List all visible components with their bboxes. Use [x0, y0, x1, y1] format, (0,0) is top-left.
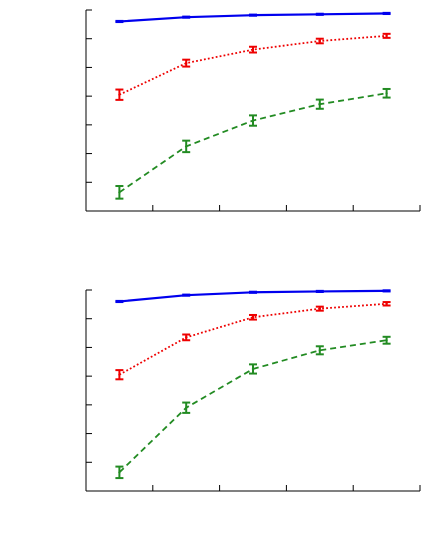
- data-point: [318, 13, 321, 16]
- series-1: [115, 289, 391, 304]
- data-point: [118, 191, 121, 194]
- data-point: [385, 339, 388, 342]
- series-line: [119, 34, 387, 96]
- series-1: [115, 11, 391, 24]
- data-point: [251, 119, 255, 122]
- chart-panel-2: [85, 289, 421, 492]
- data-point: [185, 145, 188, 148]
- data-point: [318, 39, 321, 43]
- data-point: [185, 336, 188, 339]
- data-point: [318, 290, 321, 293]
- data-point: [185, 406, 188, 409]
- data-point: [185, 293, 188, 297]
- chart-panel-1: [85, 9, 421, 212]
- data-point: [118, 93, 121, 96]
- data-point: [318, 307, 321, 310]
- data-point: [185, 15, 188, 19]
- data-point: [118, 471, 121, 474]
- data-point: [251, 367, 255, 371]
- series-2: [115, 32, 391, 101]
- data-point: [251, 316, 255, 319]
- data-point: [251, 48, 255, 51]
- data-point: [251, 291, 255, 294]
- data-point: [118, 373, 121, 376]
- data-point: [318, 102, 321, 106]
- data-point: [185, 61, 188, 65]
- data-point: [385, 34, 388, 38]
- series-3: [115, 335, 391, 480]
- data-point: [318, 349, 321, 352]
- data-point: [385, 289, 388, 293]
- data-point: [385, 302, 388, 305]
- series-line: [118, 339, 387, 473]
- data-point: [385, 12, 388, 15]
- data-point: [385, 92, 388, 95]
- series-2: [115, 301, 391, 381]
- series-3: [115, 87, 391, 200]
- data-point: [251, 13, 255, 17]
- series-line: [118, 92, 387, 194]
- data-point: [118, 20, 121, 23]
- data-point: [118, 300, 121, 303]
